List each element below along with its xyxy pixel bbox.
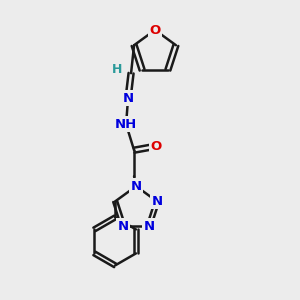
Text: NH: NH bbox=[115, 118, 137, 131]
Text: N: N bbox=[130, 180, 142, 193]
Text: N: N bbox=[152, 195, 163, 208]
Text: N: N bbox=[118, 220, 129, 232]
Text: N: N bbox=[122, 92, 134, 105]
Text: O: O bbox=[149, 23, 161, 37]
Text: H: H bbox=[112, 63, 122, 76]
Text: N: N bbox=[143, 220, 155, 232]
Text: O: O bbox=[151, 140, 162, 153]
